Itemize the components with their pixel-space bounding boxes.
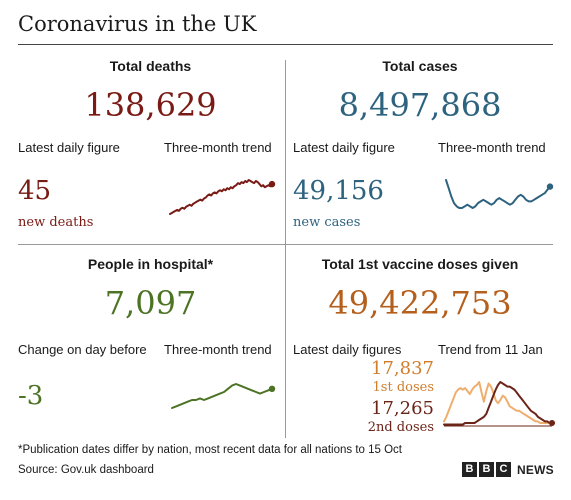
bbc-letter-b2: B xyxy=(479,462,494,477)
cases-trend-label: Three-month trend xyxy=(438,140,546,155)
cases-total: 8,497,868 xyxy=(338,86,502,124)
vaccine-dose1-sub: 1st doses xyxy=(372,380,434,395)
bbc-letter-b1: B xyxy=(462,462,477,477)
deaths-trend-line xyxy=(169,179,273,215)
cases-trend-chart xyxy=(445,179,554,209)
cases-latest-sub: new cases xyxy=(293,215,361,230)
hospital-trend-chart xyxy=(171,383,276,409)
vaccine-dose2-value: 17,265 xyxy=(371,398,434,419)
bbc-letter-c: C xyxy=(496,462,511,477)
cases-heading: Total cases xyxy=(382,58,458,74)
vaccine-dose1-value: 17,837 xyxy=(371,358,434,379)
cases-trend-end-dot xyxy=(546,183,554,190)
chart-title: Coronavirus in the UK xyxy=(18,12,257,36)
deaths-latest-label: Latest daily figure xyxy=(18,140,120,155)
title-rule xyxy=(18,44,553,45)
vaccine-dose1-line xyxy=(443,381,553,424)
hospital-trend-line xyxy=(171,383,273,409)
footnote: *Publication dates differ by nation, mos… xyxy=(18,444,402,456)
deaths-latest-sub: new deaths xyxy=(18,215,94,230)
vaccine-latest-label: Latest daily figures xyxy=(293,342,402,357)
vaccine-dose2-end-dot xyxy=(549,419,555,426)
bbc-news-logo: B B C NEWS xyxy=(462,462,554,477)
vaccine-dose2-sub: 2nd doses xyxy=(367,420,434,435)
deaths-trend-chart xyxy=(169,179,276,215)
hospital-trend-label: Three-month trend xyxy=(164,342,272,357)
horizontal-divider xyxy=(18,244,553,245)
cases-latest-value: 49,156 xyxy=(293,176,384,206)
source-note: Source: Gov.uk dashboard xyxy=(18,464,154,476)
hospital-trend-end-dot xyxy=(268,385,276,392)
vertical-divider xyxy=(285,60,286,438)
vaccine-trend-label: Trend from 11 Jan xyxy=(438,342,543,357)
deaths-trend-label: Three-month trend xyxy=(164,140,272,155)
vaccine-dose2-line xyxy=(443,381,553,426)
hospital-total: 7,097 xyxy=(104,284,197,322)
deaths-trend-end-dot xyxy=(268,180,276,188)
vaccine-total: 49,422,753 xyxy=(328,284,512,322)
hospital-heading: People in hospital* xyxy=(87,256,214,272)
vaccine-heading: Total 1st vaccine doses given xyxy=(321,256,519,272)
hospital-latest-label: Change on day before xyxy=(18,342,147,357)
deaths-heading: Total deaths xyxy=(109,58,192,74)
cases-latest-label: Latest daily figure xyxy=(293,140,395,155)
deaths-latest-value: 45 xyxy=(18,176,52,206)
bbc-news-word: NEWS xyxy=(517,462,554,477)
deaths-total: 138,629 xyxy=(84,86,217,124)
vaccine-trend-chart xyxy=(443,381,555,427)
hospital-latest-value: -3 xyxy=(18,381,44,411)
cases-trend-line xyxy=(445,179,551,209)
